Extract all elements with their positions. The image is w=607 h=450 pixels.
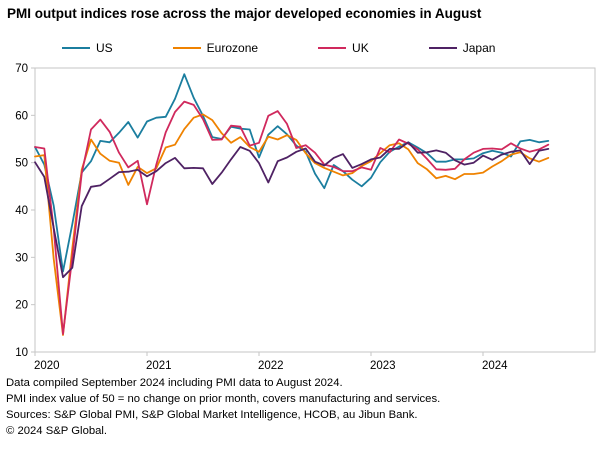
eurozone-line-swatch: [172, 46, 201, 50]
footnote-sources: Sources: S&P Global PMI, S&P Global Mark…: [6, 409, 418, 421]
footnote-compiled: Data compiled September 2024 including P…: [6, 377, 343, 389]
plot-border: [34, 67, 596, 353]
japan-line-swatch: [428, 46, 457, 50]
plot-area: 10 20 30 40 50 60 70 2020 2021 2022 2023 2024: [15, 63, 596, 372]
x-tick-label: 2024: [482, 360, 508, 372]
footnote-definition: PMI index value of 50 = no change on pri…: [6, 393, 441, 405]
series-line-uk: [34, 100, 550, 335]
x-tick-label: 2023: [370, 360, 396, 372]
x-tick-label: 2022: [258, 360, 284, 372]
y-tick-label: 50: [15, 158, 28, 170]
y-tick-label: 60: [15, 110, 28, 122]
y-tick-label: 20: [15, 300, 28, 312]
footnotes: Data compiled September 2024 including P…: [6, 375, 440, 439]
chart-title: PMI output indices rose across the major…: [7, 6, 482, 21]
legend: US Eurozone UK Japan: [62, 41, 495, 55]
series-line-us: [34, 73, 550, 273]
legend-label-uk: UK: [352, 41, 369, 55]
series-line-eurozone: [34, 113, 550, 336]
y-tick-label: 10: [15, 347, 28, 359]
y-tick-label: 30: [15, 252, 28, 264]
legend-label-us: US: [96, 41, 113, 55]
legend-item-us: US: [62, 41, 113, 55]
legend-item-japan: Japan: [428, 41, 496, 55]
y-tick-label: 40: [15, 205, 28, 217]
legend-item-uk: UK: [318, 41, 369, 55]
x-tick-label: 2021: [146, 360, 172, 372]
uk-line-swatch: [318, 46, 347, 50]
us-line-swatch: [62, 46, 90, 50]
series-line-japan: [34, 141, 550, 279]
legend-label-eurozone: Eurozone: [206, 41, 259, 55]
legend-label-japan: Japan: [462, 41, 496, 55]
legend-item-eurozone: Eurozone: [172, 41, 259, 55]
footnote-copyright: © 2024 S&P Global.: [6, 425, 108, 437]
x-tick-label: 2020: [34, 360, 60, 372]
y-tick-label: 70: [15, 63, 28, 75]
